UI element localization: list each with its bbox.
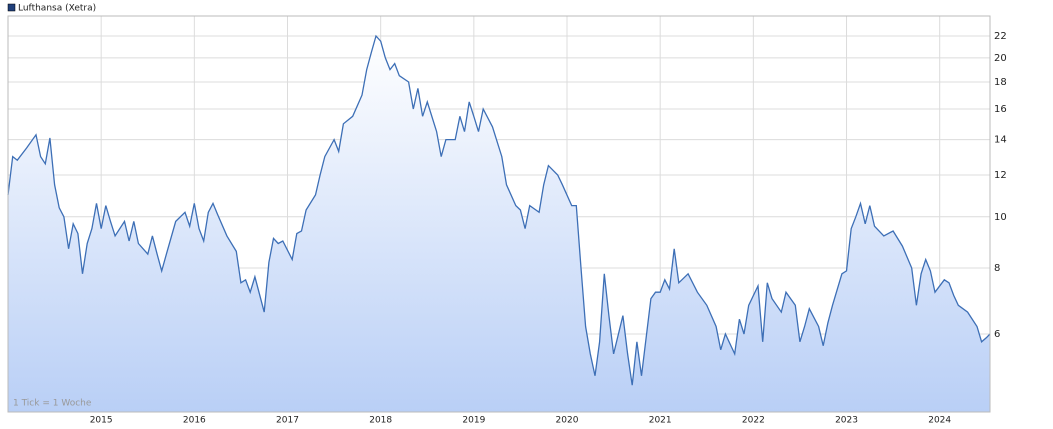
x-tick-label: 2024 — [928, 416, 951, 426]
y-tick-label: 14 — [994, 135, 1007, 146]
y-tick-label: 16 — [994, 104, 1007, 115]
x-tick-label: 2015 — [90, 416, 113, 426]
legend-swatch — [7, 3, 16, 12]
y-tick-label: 18 — [994, 77, 1007, 88]
area-fill — [8, 36, 990, 412]
y-tick-label: 22 — [994, 31, 1007, 42]
x-tick-label: 2016 — [183, 416, 206, 426]
plot-border — [7, 15, 991, 413]
x-tick-label: 2020 — [556, 416, 579, 426]
price-line — [7, 34, 991, 386]
y-tick-label: 10 — [994, 212, 1007, 223]
x-tick-label: 2022 — [742, 416, 765, 426]
annotation: 1 Tick = 1 Woche — [13, 399, 92, 409]
x-tick-label: 2017 — [276, 416, 299, 426]
y-tick-label: 20 — [994, 53, 1007, 64]
y-tick-label: 12 — [994, 170, 1007, 181]
x-tick-label: 2023 — [835, 416, 858, 426]
x-tick-label: 2021 — [649, 416, 672, 426]
y-tick-label: 8 — [994, 263, 1000, 274]
x-tick-label: 2018 — [369, 416, 392, 426]
x-tick-label: 2019 — [462, 416, 485, 426]
y-tick-label: 6 — [994, 329, 1000, 340]
legend-label: Lufthansa (Xetra) — [18, 4, 96, 14]
